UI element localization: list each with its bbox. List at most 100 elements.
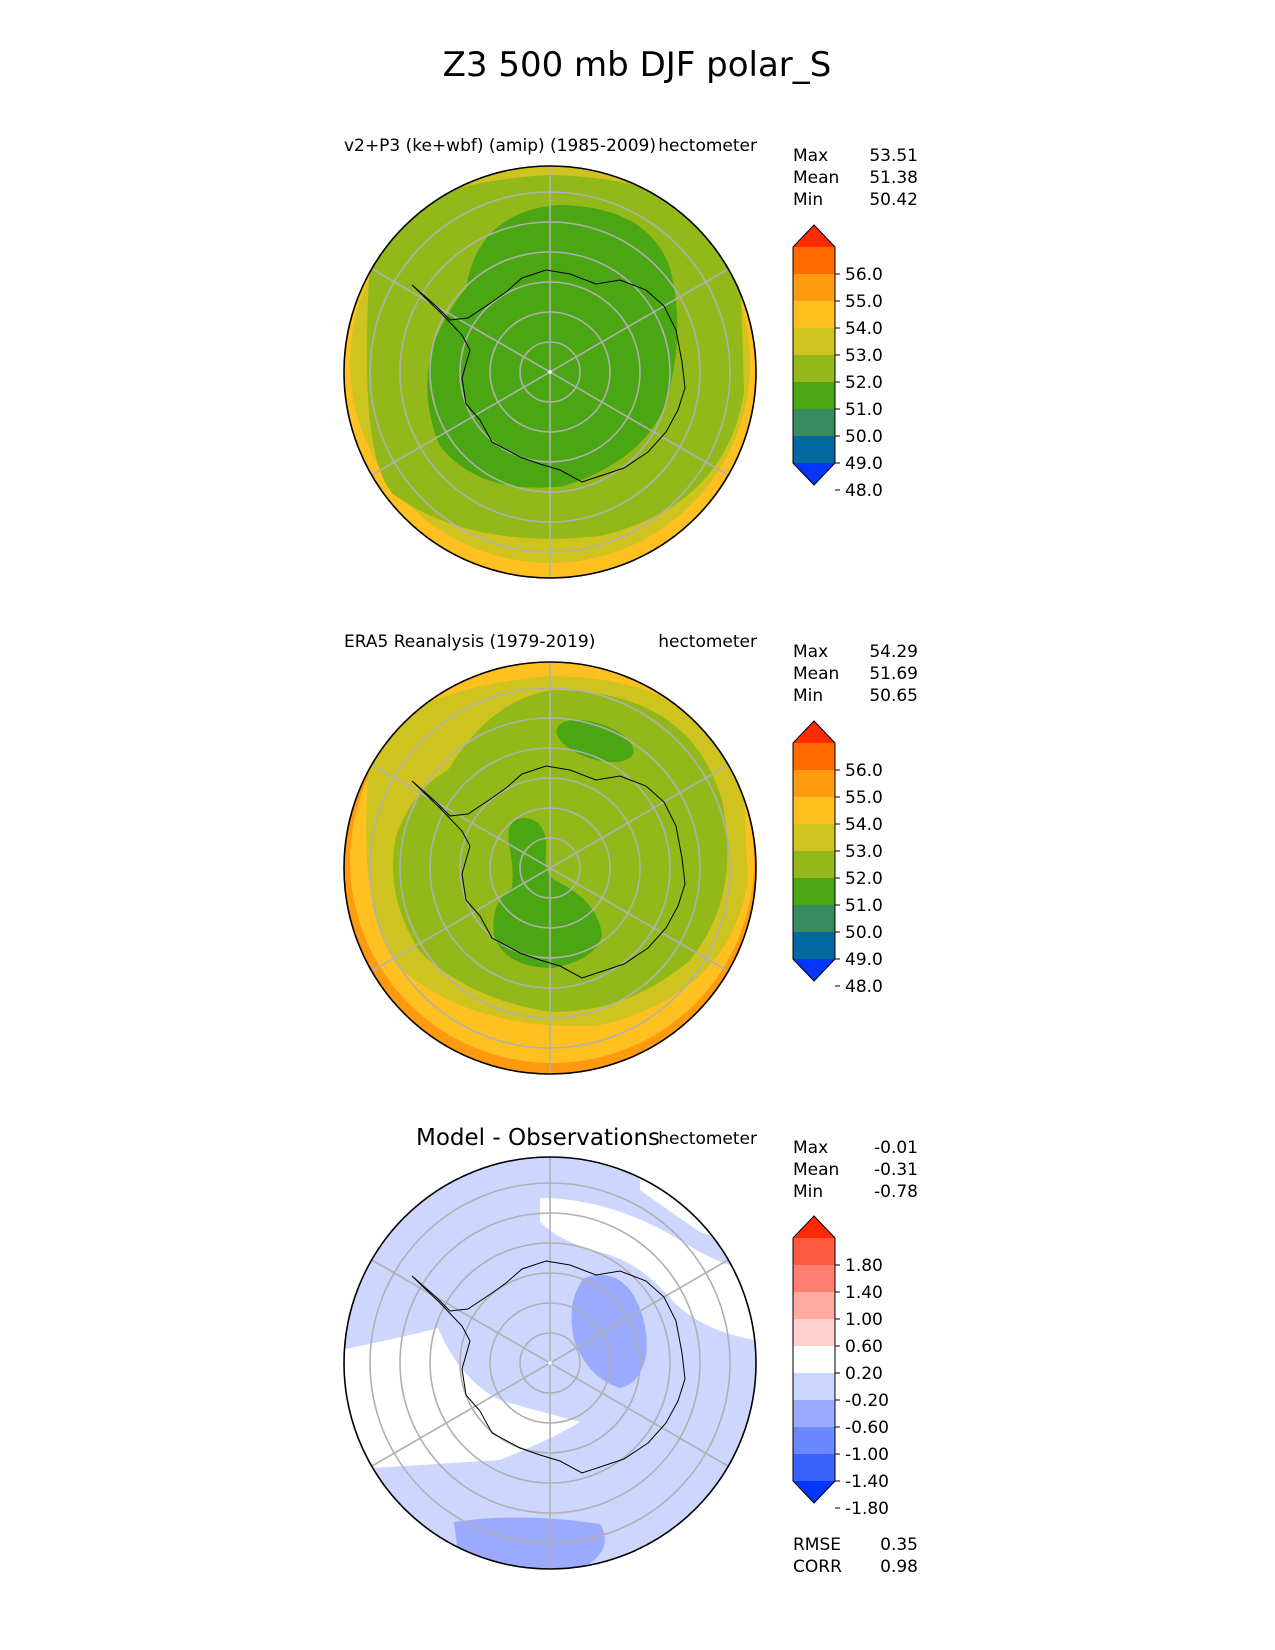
coastline xyxy=(411,269,686,483)
stat-value-mean: 51.69 xyxy=(869,664,918,684)
colorbar-extend-max xyxy=(793,1216,835,1238)
stat-label-min: Min xyxy=(793,686,823,706)
stat-value-max: 54.29 xyxy=(869,642,918,662)
field-band-50-51 xyxy=(427,205,678,488)
colorbar-segment xyxy=(793,1427,835,1455)
panel-title: ERA5 Reanalysis (1979-2019) xyxy=(344,632,595,652)
colorbar-segment xyxy=(793,1346,835,1374)
coastline xyxy=(411,765,686,979)
colorbar-tick-label: -1.40 xyxy=(845,1472,889,1492)
colorbar-extend-max xyxy=(793,225,835,247)
colorbar-extend-min xyxy=(793,463,835,485)
colorbar-segment xyxy=(793,1265,835,1293)
colorbar-segment xyxy=(793,1373,835,1401)
colorbar: 56.0 55.0 54.0 53.0 52.0 51.0 50.0 49.0 48.0 xyxy=(792,720,883,997)
colorbar-tick-label: 1.00 xyxy=(845,1310,883,1330)
colorbar-tick-label: 0.20 xyxy=(845,1364,883,1384)
colorbar-tick-label: 55.0 xyxy=(845,292,883,312)
panel-title: Model - Observations xyxy=(416,1125,660,1151)
map-boundary xyxy=(343,661,757,1075)
stat-value-max: 53.51 xyxy=(869,146,918,166)
colorbar-tick-label: 52.0 xyxy=(845,869,883,889)
colorbar-segment xyxy=(793,770,835,798)
colorbar-segment xyxy=(793,382,835,410)
field-band-51-52 xyxy=(393,690,728,1012)
stat-label-min: Min xyxy=(793,190,823,210)
south-pole-marker xyxy=(548,1361,552,1365)
colorbar-segment xyxy=(793,797,835,825)
colorbar-segment xyxy=(793,932,835,960)
colorbar-extend-min xyxy=(793,959,835,981)
colorbar-tick-label: 1.40 xyxy=(845,1283,883,1303)
stats-block: Max 53.51 Mean 51.38 Min 50.42 xyxy=(793,146,918,210)
field-band-near-zero xyxy=(540,1198,754,1340)
panel-observations: ERA5 Reanalysis (1979-2019) hectometer M… xyxy=(343,632,918,1075)
metric-label-corr: CORR xyxy=(793,1557,842,1577)
stat-value-mean: 51.38 xyxy=(869,168,918,188)
colorbar-tick-label: -0.60 xyxy=(845,1418,889,1438)
colorbar-segment xyxy=(793,1454,835,1482)
panel-units: hectometer xyxy=(658,632,757,652)
graticule xyxy=(369,662,731,1074)
colorbar-segment xyxy=(793,436,835,464)
colorbar-segment xyxy=(793,743,835,771)
colorbar-segment xyxy=(793,1238,835,1266)
colorbar-tick-label: 54.0 xyxy=(845,815,883,835)
metric-value-corr: 0.98 xyxy=(880,1557,918,1577)
colorbar-tick-label: 0.60 xyxy=(845,1337,883,1357)
colorbar-outline xyxy=(792,224,836,486)
field-band-minus-1.0-to-minus-0.6 xyxy=(454,1517,605,1569)
stat-value-min: -0.78 xyxy=(874,1182,918,1202)
colorbar-tick-label: -0.20 xyxy=(845,1391,889,1411)
metrics-block: RMSE 0.35 CORR 0.98 xyxy=(793,1535,918,1577)
colorbar-extend-max xyxy=(793,721,835,743)
coastline xyxy=(411,1260,686,1474)
panel-difference: Model - Observations hectometer Max xyxy=(343,1125,918,1577)
stat-value-min: 50.65 xyxy=(869,686,918,706)
colorbar: 56.0 55.0 54.0 53.0 52.0 51.0 50.0 49.0 48.0 xyxy=(792,224,883,501)
colorbar-tick-label: 51.0 xyxy=(845,400,883,420)
stat-label-max: Max xyxy=(793,642,828,662)
colorbar-tick-label: 55.0 xyxy=(845,788,883,808)
colorbar-segment xyxy=(793,274,835,302)
colorbar-tick-label: 56.0 xyxy=(845,761,883,781)
field-band-minus-1.0-to-minus-0.6 xyxy=(571,1274,647,1388)
colorbar: 1.80 1.40 1.00 0.60 0.20 -0.20 -0.60 -1.00 -1.40… xyxy=(792,1215,889,1519)
colorbar-segment xyxy=(793,905,835,933)
colorbar-outline xyxy=(792,1215,836,1504)
stat-label-mean: Mean xyxy=(793,1160,839,1180)
colorbar-tick-label: 54.0 xyxy=(845,319,883,339)
colorbar-tick-label: 56.0 xyxy=(845,265,883,285)
colorbar-outline xyxy=(792,720,836,982)
colorbar-tick-label: 49.0 xyxy=(845,454,883,474)
map-boundary xyxy=(343,165,757,579)
stat-label-max: Max xyxy=(793,1138,828,1158)
colorbar-tick-label: 48.0 xyxy=(845,977,883,997)
colorbar-segment xyxy=(793,851,835,879)
colorbar-tick-label: -1.80 xyxy=(845,1499,889,1519)
stat-value-max: -0.01 xyxy=(874,1138,918,1158)
stats-block: Max 54.29 Mean 51.69 Min 50.65 xyxy=(793,642,918,706)
stat-label-mean: Mean xyxy=(793,664,839,684)
colorbar-segment xyxy=(793,824,835,852)
colorbar-segment xyxy=(793,1319,835,1347)
colorbar-segment xyxy=(793,409,835,437)
colorbar-segment xyxy=(793,1292,835,1320)
colorbar-tick-label: 52.0 xyxy=(845,373,883,393)
stat-label-min: Min xyxy=(793,1182,823,1202)
colorbar-tick-label: 51.0 xyxy=(845,896,883,916)
colorbar-tick-label: 50.0 xyxy=(845,923,883,943)
panel-units: hectometer xyxy=(658,136,757,156)
stat-label-mean: Mean xyxy=(793,168,839,188)
metric-label-rmse: RMSE xyxy=(793,1535,841,1555)
colorbar-tick-label: -1.00 xyxy=(845,1445,889,1465)
stats-block: Max -0.01 Mean -0.31 Min -0.78 xyxy=(793,1138,918,1202)
colorbar-tick-label: 53.0 xyxy=(845,842,883,862)
meridian-150 xyxy=(371,764,729,972)
colorbar-tick-label: 48.0 xyxy=(845,481,883,501)
colorbar-tick-label: 49.0 xyxy=(845,950,883,970)
stat-value-mean: -0.31 xyxy=(874,1160,918,1180)
south-pole-marker xyxy=(548,370,552,374)
colorbar-segment xyxy=(793,1400,835,1428)
colorbar-tick-label: 1.80 xyxy=(845,1256,883,1276)
